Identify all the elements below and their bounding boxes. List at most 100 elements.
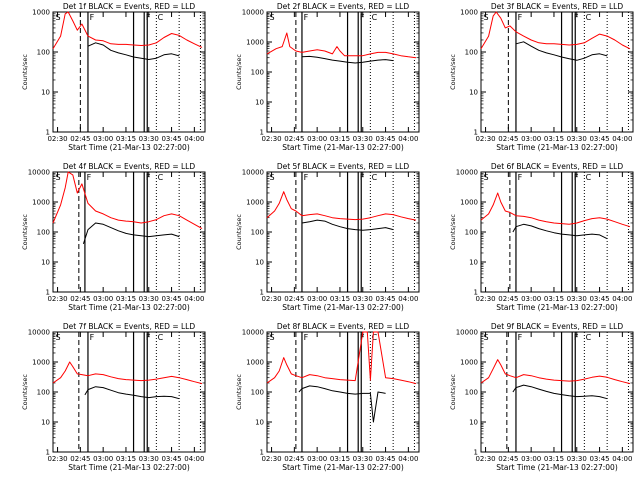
plot-frame bbox=[266, 331, 420, 453]
marker-label: C bbox=[372, 173, 378, 182]
y-tick-label: 10000 bbox=[456, 329, 478, 337]
x-tick-label: 03:45 bbox=[589, 455, 609, 463]
x-tick-label: 04:00 bbox=[398, 135, 418, 143]
y-tick-label: 100 bbox=[251, 69, 264, 77]
plot-frame bbox=[52, 171, 206, 293]
y-tick-label: 10 bbox=[255, 259, 264, 267]
marker-label: F bbox=[518, 13, 523, 22]
marker-label: F bbox=[360, 13, 365, 22]
events-series-line bbox=[515, 41, 608, 61]
events-series-line bbox=[512, 384, 608, 400]
x-axis-label: Start Time (21-Mar-13 02:27:00) bbox=[68, 463, 190, 472]
marker-label: F bbox=[518, 333, 523, 342]
y-tick-label: 1000 bbox=[32, 199, 50, 207]
x-tick-label: 02:45 bbox=[284, 455, 304, 463]
y-tick-label: 10000 bbox=[242, 329, 264, 337]
x-axis-label: Start Time (21-Mar-13 02:27:00) bbox=[496, 463, 618, 472]
marker-label: S bbox=[55, 333, 60, 342]
x-tick-label: 04:00 bbox=[184, 455, 204, 463]
y-axis-label: Counts/sec bbox=[21, 54, 29, 90]
y-tick-label: 10 bbox=[255, 99, 264, 107]
x-tick-label: 02:45 bbox=[498, 135, 518, 143]
y-tick-label: 1 bbox=[260, 129, 264, 137]
x-tick-label: 03:15 bbox=[330, 135, 350, 143]
marker-label: F bbox=[304, 173, 309, 182]
y-tick-label: 10000 bbox=[28, 329, 50, 337]
lld-series-line bbox=[52, 171, 203, 230]
x-tick-label: 03:15 bbox=[116, 135, 136, 143]
panel-title: Det 6f BLACK = Events, RED = LLD bbox=[491, 162, 624, 171]
x-tick-label: 03:00 bbox=[521, 135, 541, 143]
marker-label: S bbox=[483, 173, 488, 182]
y-tick-label: 100 bbox=[465, 229, 478, 237]
x-tick-label: 03:45 bbox=[375, 295, 395, 303]
x-tick-label: 02:45 bbox=[498, 455, 518, 463]
y-tick-label: 10 bbox=[41, 89, 50, 97]
y-tick-label: 1 bbox=[474, 289, 478, 297]
x-tick-label: 03:45 bbox=[161, 455, 181, 463]
x-tick-label: 03:45 bbox=[161, 295, 181, 303]
panel-title: Det 3f BLACK = Events, RED = LLD bbox=[491, 2, 624, 11]
x-tick-label: 02:45 bbox=[70, 455, 90, 463]
x-tick-label: 03:45 bbox=[161, 135, 181, 143]
y-tick-label: 100 bbox=[37, 229, 50, 237]
marker-label: C bbox=[158, 173, 164, 182]
marker-label: F bbox=[90, 333, 95, 342]
x-tick-label: 02:30 bbox=[47, 135, 67, 143]
x-tick-label: 02:30 bbox=[261, 295, 281, 303]
x-tick-label: 03:30 bbox=[139, 135, 159, 143]
x-tick-label: 04:00 bbox=[612, 135, 632, 143]
x-tick-label: 02:30 bbox=[261, 455, 281, 463]
plot-frame bbox=[480, 11, 634, 133]
x-tick-label: 03:45 bbox=[375, 455, 395, 463]
marker-label: F bbox=[146, 173, 151, 182]
plot-frame bbox=[480, 171, 634, 293]
marker-label: F bbox=[146, 13, 151, 22]
x-tick-label: 03:15 bbox=[330, 455, 350, 463]
x-tick-label: 04:00 bbox=[184, 295, 204, 303]
marker-label: F bbox=[87, 173, 92, 182]
x-tick-label: 04:00 bbox=[612, 295, 632, 303]
x-tick-label: 02:45 bbox=[284, 135, 304, 143]
y-tick-label: 100 bbox=[251, 229, 264, 237]
x-tick-label: 03:30 bbox=[567, 455, 587, 463]
lld-series-line bbox=[266, 331, 417, 385]
marker-label: S bbox=[269, 173, 274, 182]
y-axis-label: Counts/sec bbox=[449, 54, 457, 90]
lld-series-line bbox=[52, 361, 203, 385]
y-tick-label: 1000 bbox=[246, 359, 264, 367]
x-tick-label: 03:15 bbox=[544, 135, 564, 143]
y-tick-label: 1000 bbox=[32, 359, 50, 367]
y-tick-label: 100 bbox=[37, 389, 50, 397]
x-tick-label: 03:00 bbox=[521, 455, 541, 463]
events-series-line bbox=[301, 219, 394, 231]
y-tick-label: 1000 bbox=[32, 9, 50, 17]
y-tick-label: 10 bbox=[469, 419, 478, 427]
lld-series-line bbox=[52, 11, 203, 50]
y-tick-label: 1 bbox=[474, 129, 478, 137]
plot-frame bbox=[266, 171, 420, 293]
x-tick-label: 04:00 bbox=[612, 455, 632, 463]
x-tick-label: 03:00 bbox=[93, 295, 113, 303]
lld-series-line bbox=[480, 192, 631, 228]
y-axis-label: Counts/sec bbox=[235, 374, 243, 410]
y-tick-label: 1 bbox=[46, 129, 50, 137]
events-series-line bbox=[298, 385, 386, 423]
marker-label: S bbox=[269, 13, 274, 22]
y-tick-label: 1 bbox=[46, 289, 50, 297]
x-axis-label: Start Time (21-Mar-13 02:27:00) bbox=[496, 303, 618, 312]
y-tick-label: 1 bbox=[260, 289, 264, 297]
x-tick-label: 02:30 bbox=[475, 135, 495, 143]
panel-title: Det 4f BLACK = Events, RED = LLD bbox=[63, 162, 196, 171]
marker-label: C bbox=[158, 333, 164, 342]
x-tick-label: 03:15 bbox=[330, 295, 350, 303]
x-tick-label: 02:30 bbox=[475, 455, 495, 463]
panel-title: Det 2f BLACK = Events, RED = LLD bbox=[277, 2, 410, 11]
y-tick-label: 1000 bbox=[460, 359, 478, 367]
y-axis-label: Counts/sec bbox=[21, 374, 29, 410]
marker-label: F bbox=[518, 173, 523, 182]
marker-label: F bbox=[574, 173, 579, 182]
events-series-line bbox=[84, 386, 180, 400]
x-tick-label: 03:00 bbox=[307, 455, 327, 463]
